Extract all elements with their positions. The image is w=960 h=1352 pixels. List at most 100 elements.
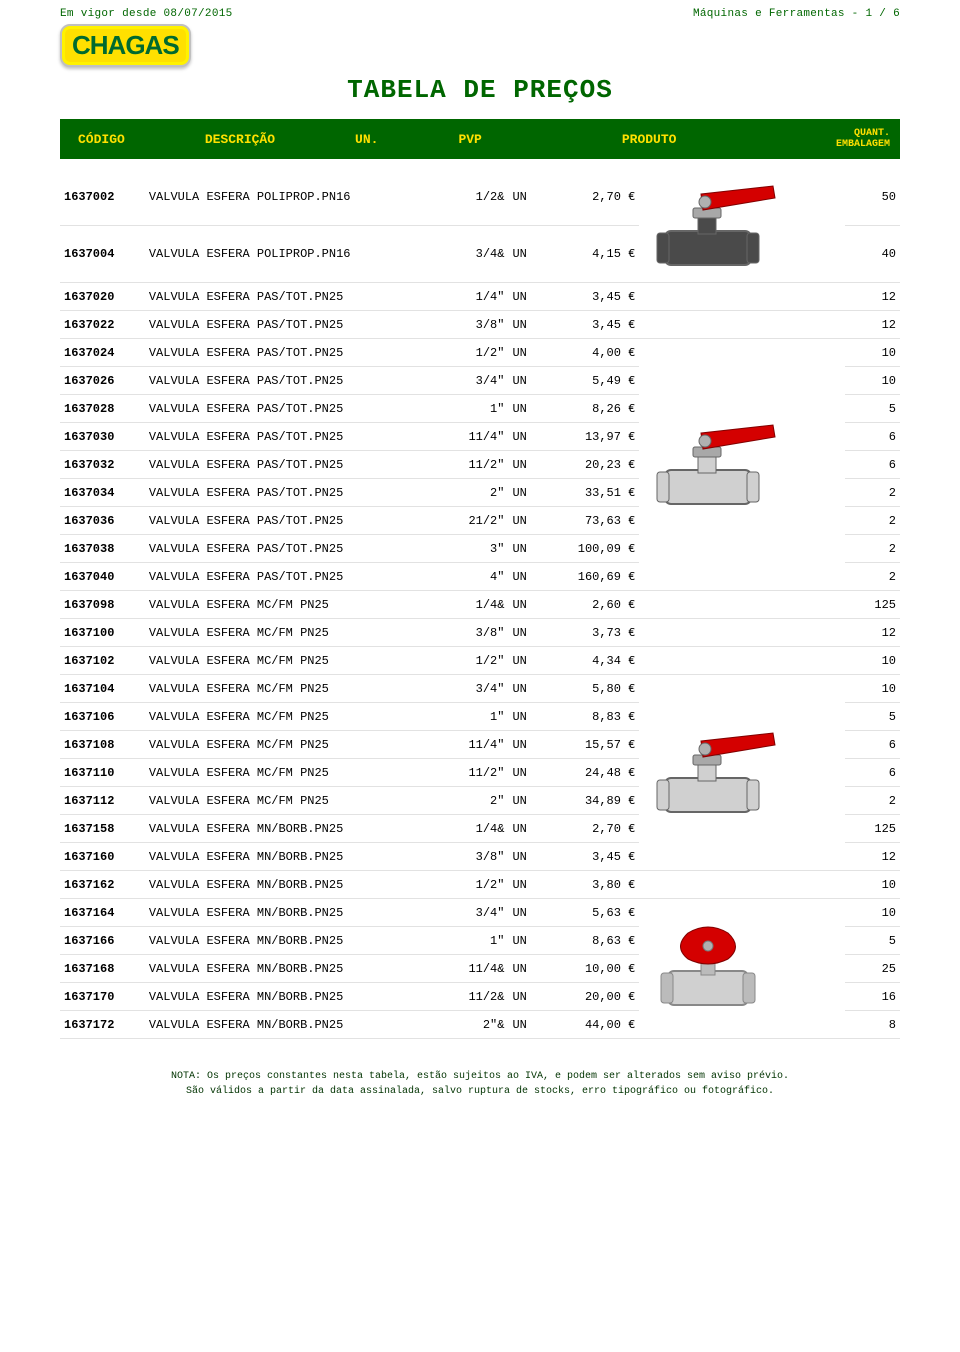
cell-desc: VALVULA ESFERA PAS/TOT.PN25 <box>145 367 448 395</box>
cell-unit: UN <box>508 787 542 815</box>
cell-code: 1637168 <box>60 955 145 983</box>
product-image-cell <box>639 169 845 283</box>
cell-code: 1637098 <box>60 591 145 619</box>
cell-desc: VALVULA ESFERA POLIPROP.PN16 <box>145 225 448 282</box>
cell-desc: VALVULA ESFERA PAS/TOT.PN25 <box>145 423 448 451</box>
cell-unit: UN <box>508 815 542 843</box>
cell-code: 1637002 <box>60 169 145 225</box>
cell-qty: 40 <box>845 225 900 282</box>
cell-code: 1637104 <box>60 675 145 703</box>
product-image-cell <box>639 675 845 871</box>
cell-pvp: 8,83 € <box>542 703 639 731</box>
cell-qty: 12 <box>845 843 900 871</box>
cell-unit: UN <box>508 367 542 395</box>
cell-unit: UN <box>508 563 542 591</box>
cell-size: 1/2" <box>448 647 509 675</box>
cell-qty: 10 <box>845 647 900 675</box>
cell-unit: UN <box>508 1011 542 1039</box>
cell-code: 1637024 <box>60 339 145 367</box>
cell-unit: UN <box>508 983 542 1011</box>
cell-size: 1/4& <box>448 815 509 843</box>
cell-pvp: 3,73 € <box>542 619 639 647</box>
cell-pvp: 24,48 € <box>542 759 639 787</box>
cell-unit: UN <box>508 955 542 983</box>
cell-qty: 16 <box>845 983 900 1011</box>
cell-desc: VALVULA ESFERA MN/BORB.PN25 <box>145 927 448 955</box>
cell-desc: VALVULA ESFERA PAS/TOT.PN25 <box>145 283 448 311</box>
cell-desc: VALVULA ESFERA MC/FM PN25 <box>145 703 448 731</box>
cell-qty: 5 <box>845 703 900 731</box>
product-empty-cell <box>639 619 845 647</box>
cell-pvp: 44,00 € <box>542 1011 639 1039</box>
cell-unit: UN <box>508 283 542 311</box>
cell-code: 1637166 <box>60 927 145 955</box>
cell-pvp: 5,49 € <box>542 367 639 395</box>
cell-unit: UN <box>508 703 542 731</box>
cell-pvp: 33,51 € <box>542 479 639 507</box>
cell-unit: UN <box>508 507 542 535</box>
effective-date: Em vigor desde 08/07/2015 <box>60 8 233 20</box>
cell-desc: VALVULA ESFERA MC/FM PN25 <box>145 647 448 675</box>
cell-code: 1637100 <box>60 619 145 647</box>
cell-pvp: 100,09 € <box>542 535 639 563</box>
cell-code: 1637040 <box>60 563 145 591</box>
cell-unit: UN <box>508 759 542 787</box>
cell-pvp: 3,45 € <box>542 283 639 311</box>
cell-desc: VALVULA ESFERA MC/FM PN25 <box>145 731 448 759</box>
cell-desc: VALVULA ESFERA MC/FM PN25 <box>145 591 448 619</box>
cell-code: 1637106 <box>60 703 145 731</box>
product-empty-cell <box>639 871 845 899</box>
cell-qty: 125 <box>845 591 900 619</box>
cell-unit: UN <box>508 339 542 367</box>
cell-unit: UN <box>508 395 542 423</box>
cell-code: 1637164 <box>60 899 145 927</box>
product-image-cell <box>639 899 845 1039</box>
cell-size: 3/8" <box>448 843 509 871</box>
cell-pvp: 8,63 € <box>542 927 639 955</box>
cell-pvp: 4,00 € <box>542 339 639 367</box>
cell-pvp: 2,70 € <box>542 815 639 843</box>
cell-code: 1637170 <box>60 983 145 1011</box>
table-row: 1637100VALVULA ESFERA MC/FM PN253/8"UN3,… <box>60 619 900 647</box>
cell-qty: 2 <box>845 563 900 591</box>
footer-note: NOTA: Os preços constantes nesta tabela,… <box>60 1069 900 1099</box>
col-header-qty1: QUANT. <box>854 128 890 139</box>
cell-qty: 10 <box>845 675 900 703</box>
cell-code: 1637172 <box>60 1011 145 1039</box>
cell-unit: UN <box>508 843 542 871</box>
cell-code: 1637030 <box>60 423 145 451</box>
cell-pvp: 5,63 € <box>542 899 639 927</box>
cell-size: 1/2" <box>448 339 509 367</box>
product-empty-cell <box>639 591 845 619</box>
cell-unit: UN <box>508 927 542 955</box>
cell-qty: 5 <box>845 395 900 423</box>
cell-qty: 8 <box>845 1011 900 1039</box>
cell-code: 1637028 <box>60 395 145 423</box>
footer-line2: São válidos a partir da data assinalada,… <box>186 1086 774 1097</box>
col-header-un: UN. <box>355 132 378 147</box>
cell-desc: VALVULA ESFERA MC/FM PN25 <box>145 787 448 815</box>
cell-unit: UN <box>508 535 542 563</box>
cell-pvp: 34,89 € <box>542 787 639 815</box>
cell-code: 1637038 <box>60 535 145 563</box>
page-title: TABELA DE PREÇOS <box>60 75 900 105</box>
top-info-line: Em vigor desde 08/07/2015 Máquinas e Fer… <box>60 8 900 20</box>
cell-desc: VALVULA ESFERA MN/BORB.PN25 <box>145 955 448 983</box>
page-section: Máquinas e Ferramentas - 1 / 6 <box>693 8 900 20</box>
cell-code: 1637036 <box>60 507 145 535</box>
table-row: 1637022VALVULA ESFERA PAS/TOT.PN253/8"UN… <box>60 311 900 339</box>
product-image-cell <box>639 339 845 591</box>
col-header-code: CÓDIGO <box>78 132 125 147</box>
cell-size: 3/4& <box>448 225 509 282</box>
col-header-pvp: PVP <box>458 132 481 147</box>
cell-qty: 5 <box>845 927 900 955</box>
col-header-prod: PRODUTO <box>622 132 677 147</box>
cell-unit: UN <box>508 675 542 703</box>
cell-pvp: 13,97 € <box>542 423 639 451</box>
cell-unit: UN <box>508 899 542 927</box>
cell-desc: VALVULA ESFERA PAS/TOT.PN25 <box>145 563 448 591</box>
cell-qty: 10 <box>845 871 900 899</box>
cell-desc: VALVULA ESFERA PAS/TOT.PN25 <box>145 339 448 367</box>
cell-code: 1637110 <box>60 759 145 787</box>
cell-size: 3/4" <box>448 675 509 703</box>
